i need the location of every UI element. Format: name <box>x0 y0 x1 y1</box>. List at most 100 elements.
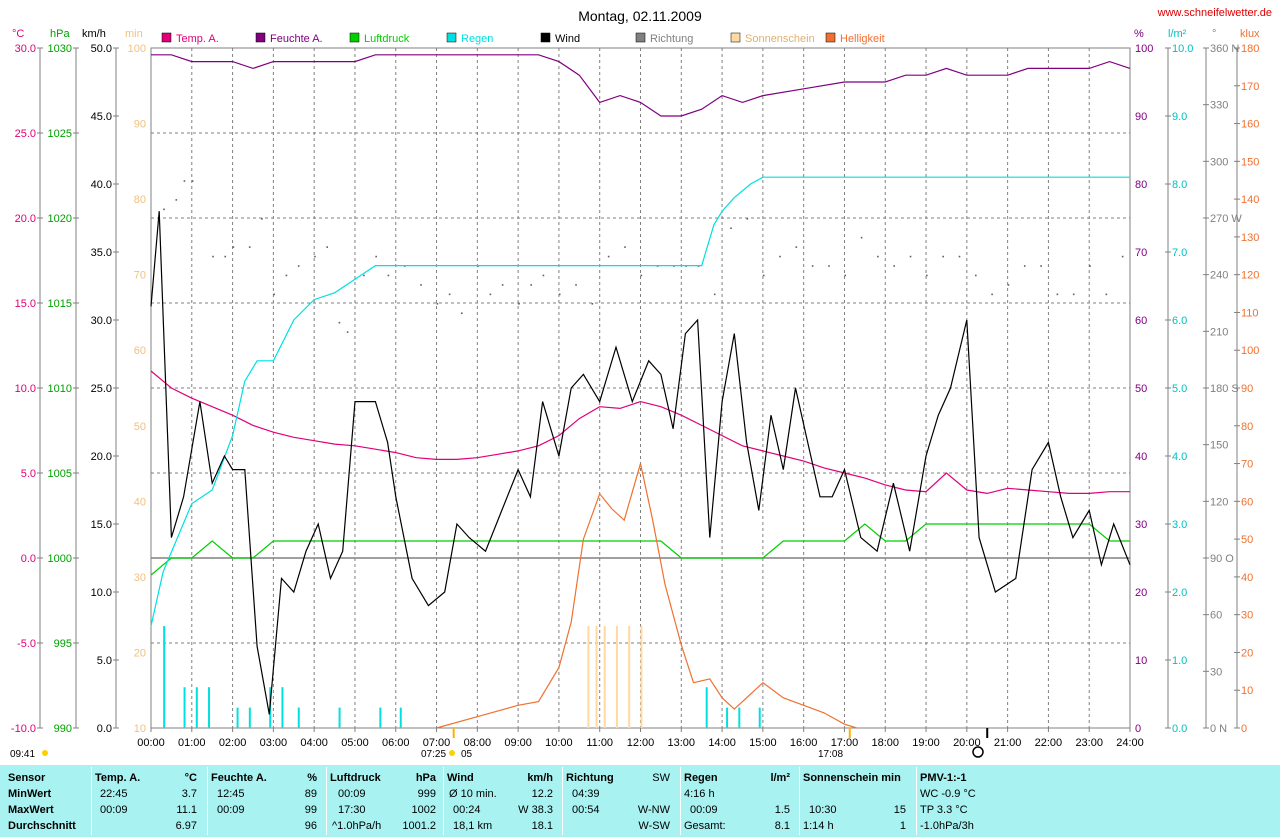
stats-wind-distance: 18,1 km <box>453 820 493 832</box>
unit-pressure: hPa <box>50 28 70 40</box>
unit-rain: l/m² <box>1168 28 1187 40</box>
direction-point <box>624 246 626 248</box>
direction-point <box>346 331 349 333</box>
direction-point <box>1121 255 1124 258</box>
tick-label-brightness: 140 <box>1241 194 1259 206</box>
tick-label-brightness: 60 <box>1241 496 1253 508</box>
tick-label-rain: 5.0 <box>1172 383 1187 395</box>
tick-label-wind: 10.0 <box>91 587 112 599</box>
x-tick-label: 11:00 <box>586 737 613 749</box>
stats-pmv: PMV-1:-1 WC -0.9 °C TP 3.3 °C -1.0hPa/3h <box>916 765 1030 837</box>
stats-wind-avg: 18.1 <box>531 820 553 832</box>
legend-label: Richtung <box>650 33 693 45</box>
direction-point <box>224 255 227 258</box>
stats-temp-max: 11.1 <box>176 804 197 816</box>
weather-chart: Montag, 02.11.2009 www.schneifelwetter.d… <box>10 7 1272 760</box>
bar-series <box>163 626 761 728</box>
stats-pressure-avg: 1001.2 <box>402 820 436 832</box>
axes: 30.025.020.015.010.05.00.0-5.0-10.010301… <box>11 43 1259 735</box>
direction-point <box>991 293 993 296</box>
tick-label-pressure: 1010 <box>48 383 72 395</box>
direction-point <box>363 274 365 277</box>
direction-point <box>746 218 749 220</box>
direction-point <box>518 303 520 305</box>
direction-point <box>175 199 178 201</box>
stats-rain: Regen l/m² 4:16 h 00:09 1.5 Gesamt: 8.1 <box>680 765 792 837</box>
direction-point <box>248 246 251 248</box>
stats-rain-unit: l/m² <box>770 772 790 784</box>
tick-label-direction: 210 <box>1210 326 1228 338</box>
direction-point <box>762 274 765 277</box>
tick-label-brightness: 150 <box>1241 156 1259 168</box>
tick-label-wind: 30.0 <box>91 315 112 327</box>
tick-label-wind: 5.0 <box>97 655 112 667</box>
tick-label-direction: 270 W <box>1210 213 1242 225</box>
stats-sensor: Sensor MinWert MaxWert Durchschnitt <box>8 765 88 837</box>
tick-label-humidity: 10 <box>1135 655 1147 667</box>
tick-label-temp: 20.0 <box>15 213 36 225</box>
tick-label-brightness: 0 <box>1241 723 1247 735</box>
line-series <box>150 54 1131 729</box>
stats-pmv-pressure-trend: -1.0hPa/3h <box>920 820 974 832</box>
stats-temp-header: Temp. A. <box>95 772 141 784</box>
tick-label-humidity: 100 <box>1135 43 1153 55</box>
direction-point <box>489 293 492 296</box>
site-link[interactable]: www.schneifelwetter.de <box>1157 7 1272 19</box>
tick-label-direction: 120 <box>1210 496 1228 508</box>
tick-label-pressure: 1020 <box>48 213 72 225</box>
stats-direction-avg: W-SW <box>638 820 670 832</box>
tick-label-rain: 9.0 <box>1172 111 1187 123</box>
tick-label-direction: 330 <box>1210 100 1228 112</box>
tick-label-temp: 10.0 <box>15 383 36 395</box>
tick-label-wind: 40.0 <box>91 179 112 191</box>
tick-label-brightness: 100 <box>1241 345 1259 357</box>
tick-label-rain: 10.0 <box>1172 43 1193 55</box>
direction-point <box>448 293 451 296</box>
tick-label-brightness: 40 <box>1241 572 1253 584</box>
stats-sunshine-header: Sonnenschein min <box>803 772 901 784</box>
x-tick-label: 19:00 <box>912 737 940 749</box>
chart-title: Montag, 02.11.2009 <box>578 8 702 24</box>
stats-sunshine-max-time: 10:30 <box>809 804 837 816</box>
direction-point <box>926 274 928 277</box>
stats-pressure-max: 1002 <box>411 804 436 816</box>
legend-label: Regen <box>461 33 493 45</box>
x-tick-label: 07:00 <box>423 737 451 749</box>
direction-point <box>501 284 504 286</box>
direction-point <box>860 236 863 239</box>
tick-label-rain: 1.0 <box>1172 655 1187 667</box>
stats-direction-max-time: 00:54 <box>572 804 600 816</box>
direction-point <box>285 274 288 277</box>
stats-sensor-header: Sensor <box>8 772 46 784</box>
stats-pmv-dewpoint: TP 3.3 °C <box>920 804 968 816</box>
tick-label-rain: 4.0 <box>1172 451 1187 463</box>
series-line-regen <box>150 176 1130 627</box>
tick-label-humidity: 20 <box>1135 587 1147 599</box>
direction-point <box>387 274 390 277</box>
direction-point <box>779 255 781 258</box>
direction-point <box>1007 284 1010 286</box>
stats-pressure: Luftdruck hPa 00:09 999 17:30 1002 ^1.0h… <box>326 765 438 837</box>
tick-label-direction: 240 <box>1210 270 1228 282</box>
stats-humidity-max-time: 00:09 <box>217 804 245 816</box>
x-tick-label: 04:00 <box>300 737 328 749</box>
tick-label-wind: 35.0 <box>91 247 112 259</box>
stats-wind-header: Wind <box>447 772 474 784</box>
tick-label-pressure: 1015 <box>48 298 72 310</box>
sun-icon <box>449 750 455 756</box>
tick-label-temp: 30.0 <box>15 43 36 55</box>
stats-max-label: MaxWert <box>8 804 54 816</box>
stats-min-label: MinWert <box>8 788 52 800</box>
tick-label-humidity: 0 <box>1135 723 1141 735</box>
tick-label-brightness: 20 <box>1241 647 1253 659</box>
tick-label-wind: 45.0 <box>91 111 112 123</box>
direction-point <box>575 284 577 286</box>
unit-direction: ° <box>1212 28 1216 40</box>
direction-point <box>273 293 275 296</box>
direction-point <box>828 265 830 267</box>
tick-label-temp: 15.0 <box>15 298 36 310</box>
statistics-panel: Sensor MinWert MaxWert Durchschnitt Temp… <box>0 765 1280 837</box>
x-tick-label: 23:00 <box>1075 737 1103 749</box>
x-tick-label: 01:00 <box>178 737 206 749</box>
tick-label-brightness: 10 <box>1241 685 1253 697</box>
